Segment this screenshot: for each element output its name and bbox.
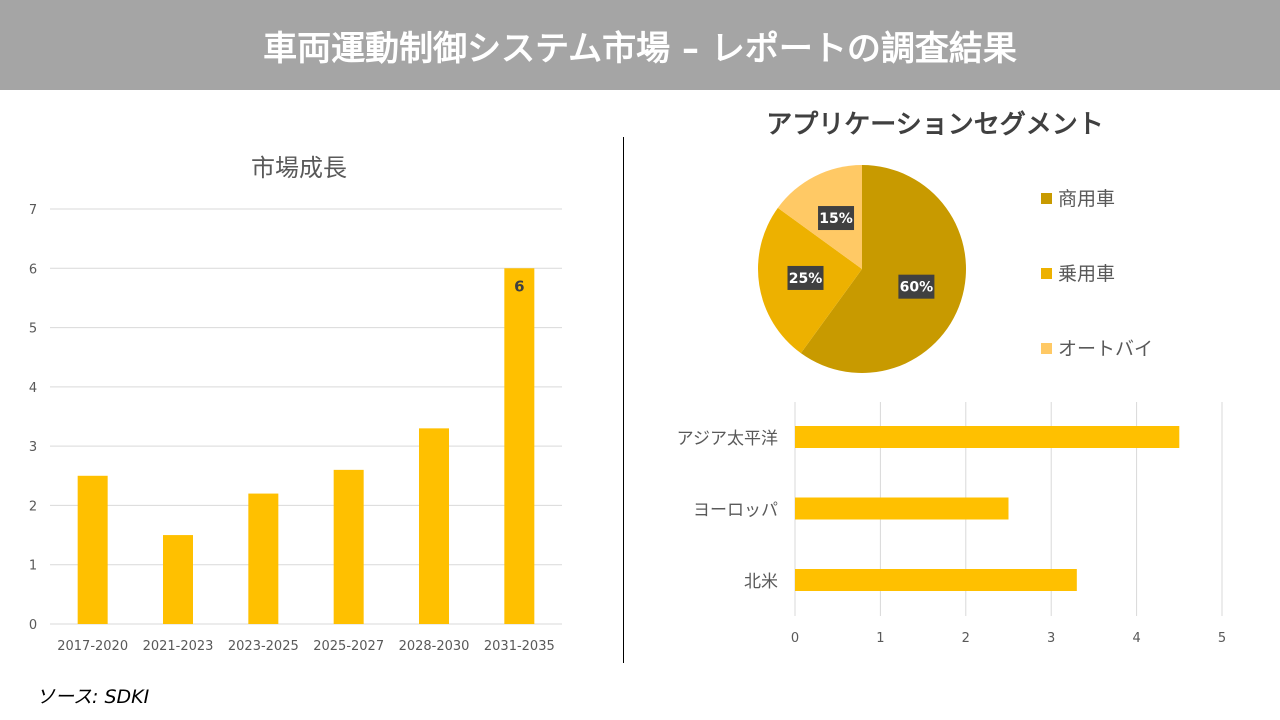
y-tick-label: アジア太平洋 [677, 429, 778, 449]
divider [623, 137, 624, 663]
bar-アジア太平洋 [795, 426, 1180, 448]
legend-label: 乗用車 [1058, 263, 1115, 285]
y-tick-label: ヨーロッパ [693, 501, 778, 521]
bar-2017-2020 [77, 475, 108, 624]
bar-2028-2030 [419, 428, 449, 624]
bar-2021-2023 [163, 535, 193, 624]
x-tick-label: 2021-2023 [143, 639, 214, 654]
data-label: 60% [900, 280, 934, 296]
y-tick-label: 0 [29, 618, 37, 633]
legend-label: 商用車 [1058, 188, 1115, 210]
report-title: 車両運動制御システム市場 – レポートの調査結果 [0, 0, 1280, 90]
x-tick-label: 2017-2020 [57, 639, 128, 654]
x-tick-label: 3 [1047, 631, 1055, 646]
data-label-box [818, 206, 855, 231]
data-label-box [898, 274, 935, 299]
y-tick-label: 北米 [744, 572, 778, 592]
data-label-box [787, 265, 824, 290]
legend-label: オートバイ [1058, 338, 1153, 360]
x-tick-label: 2031-2035 [484, 639, 555, 654]
data-label: 25% [789, 271, 823, 287]
x-tick-label: 2023-2025 [228, 639, 299, 654]
y-tick-label: 6 [29, 262, 37, 277]
pie-slice-商用車 [800, 165, 967, 373]
legend-swatch [1041, 193, 1052, 204]
x-tick-label: 5 [1218, 631, 1226, 646]
legend-swatch [1041, 343, 1052, 354]
x-tick-label: 2025-2027 [313, 639, 384, 654]
bar-北米 [795, 569, 1077, 591]
data-label: 15% [819, 211, 853, 227]
y-tick-label: 1 [29, 559, 37, 574]
x-tick-label: 2 [962, 631, 970, 646]
bar-2025-2027 [333, 469, 364, 624]
pie-chart-title: アプリケーションセグメント [766, 110, 1103, 140]
bar-ヨーロッパ [795, 497, 1009, 520]
bar-chart-title: 市場成長 [251, 154, 347, 182]
x-tick-label: 1 [876, 631, 884, 646]
x-tick-label: 2028-2030 [399, 639, 470, 654]
source-note: ソース: SDKI [36, 686, 150, 708]
x-tick-label: 0 [791, 631, 799, 646]
y-tick-label: 2 [29, 499, 37, 514]
data-label: 6 [514, 277, 524, 295]
bar-2031-2035 [504, 268, 535, 624]
y-tick-label: 5 [29, 322, 37, 337]
y-tick-label: 7 [29, 203, 37, 218]
x-tick-label: 4 [1132, 631, 1140, 646]
y-tick-label: 3 [29, 440, 37, 455]
y-tick-label: 4 [29, 381, 37, 396]
legend-swatch [1041, 268, 1052, 279]
bar-2023-2025 [248, 493, 279, 624]
